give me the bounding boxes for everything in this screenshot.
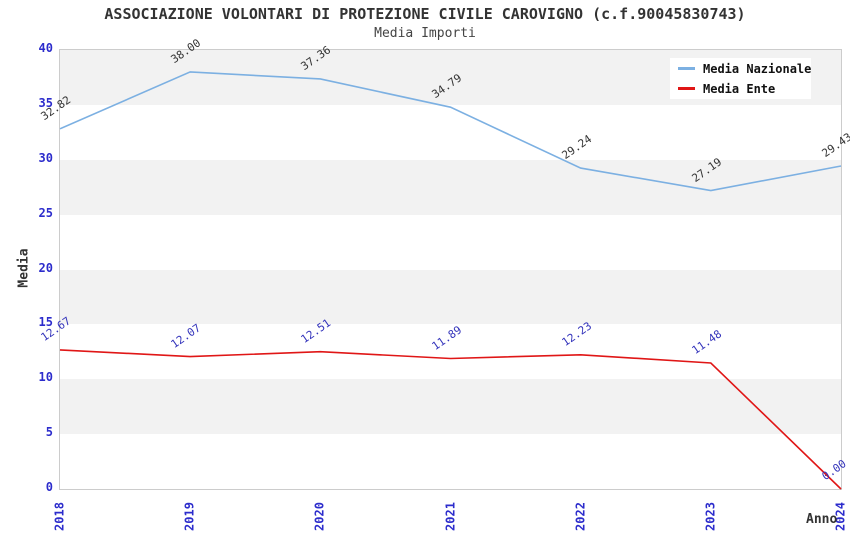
legend-label: Media Ente — [703, 81, 776, 96]
x-axis-tick-label: 2021 — [443, 502, 457, 531]
plot-area: 32.82 38.00 37.36 34.79 29.24 27.19 29.43 12.67… — [39, 36, 850, 490]
x-axis-tick-label: 2022 — [573, 502, 588, 531]
x-axis-tick-label: 2020 — [312, 502, 327, 531]
y-axis-tick-label: 5 — [45, 425, 53, 440]
grid-band — [60, 379, 841, 435]
legend-swatch-media-ente-line-icon — [678, 87, 695, 90]
y-axis-tick-label: 30 — [38, 150, 53, 165]
legend-item-media-ente: Media Ente — [678, 82, 811, 96]
grid-band — [60, 434, 841, 489]
y-axis-tick-label: 20 — [38, 260, 53, 275]
y-axis-tick-label: 0 — [45, 480, 53, 494]
y-axis-tick-label: 15 — [38, 315, 53, 330]
x-axis-tick-label: 2018 — [52, 502, 67, 531]
series-line-1 — [59, 349, 842, 490]
x-axis-tick-label: 2019 — [182, 502, 197, 531]
y-axis-tick-label: 10 — [38, 370, 53, 385]
y-axis-tick-label: 35 — [38, 95, 53, 110]
grid-band — [60, 269, 841, 325]
y-axis-tick-label: 40 — [38, 41, 53, 55]
x-axis-title: Anno — [806, 512, 838, 527]
grid-band — [60, 159, 841, 215]
chart-subtitle: Media Importi — [374, 26, 476, 41]
x-axis-tick-label: 2023 — [703, 502, 718, 531]
grid-band — [60, 324, 841, 380]
legend: Media Nazionale Media Ente — [670, 58, 811, 99]
y-axis-tick-label: 25 — [38, 205, 53, 220]
series-lines — [59, 71, 842, 490]
series-line-0 — [59, 71, 842, 192]
grid-band — [60, 104, 841, 160]
legend-item-media-nazionale: Media Nazionale — [678, 62, 811, 76]
chart-title: ASSOCIAZIONE VOLONTARI DI PROTEZIONE CIV… — [104, 5, 746, 23]
grid-band — [60, 214, 841, 270]
legend-label: Media Nazionale — [703, 61, 812, 76]
legend-swatch-media-nazionale-line-icon — [678, 67, 695, 70]
y-axis-title: Media — [16, 248, 32, 288]
